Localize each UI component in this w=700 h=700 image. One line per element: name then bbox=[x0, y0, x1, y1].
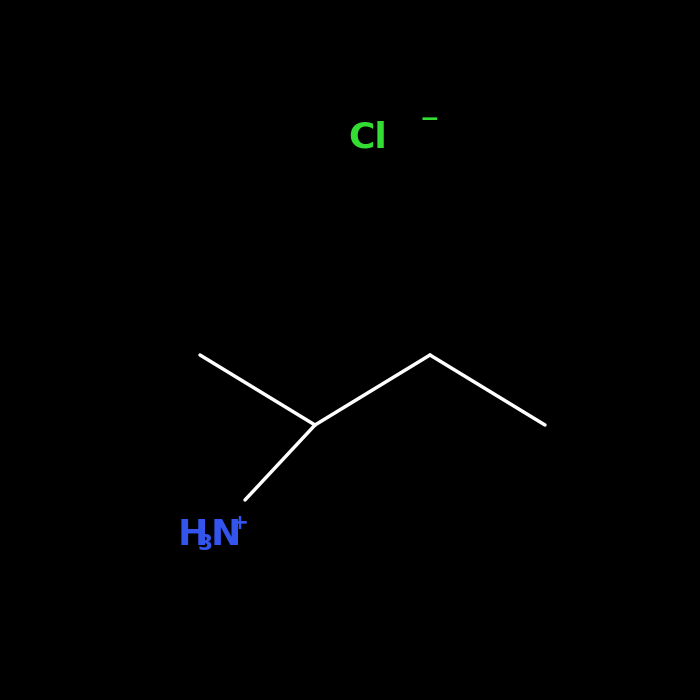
Text: H: H bbox=[178, 518, 209, 552]
Text: +: + bbox=[231, 513, 249, 533]
Text: Cl: Cl bbox=[348, 121, 386, 155]
Text: 3: 3 bbox=[198, 534, 213, 554]
Text: N: N bbox=[211, 518, 241, 552]
Text: −: − bbox=[420, 108, 440, 132]
